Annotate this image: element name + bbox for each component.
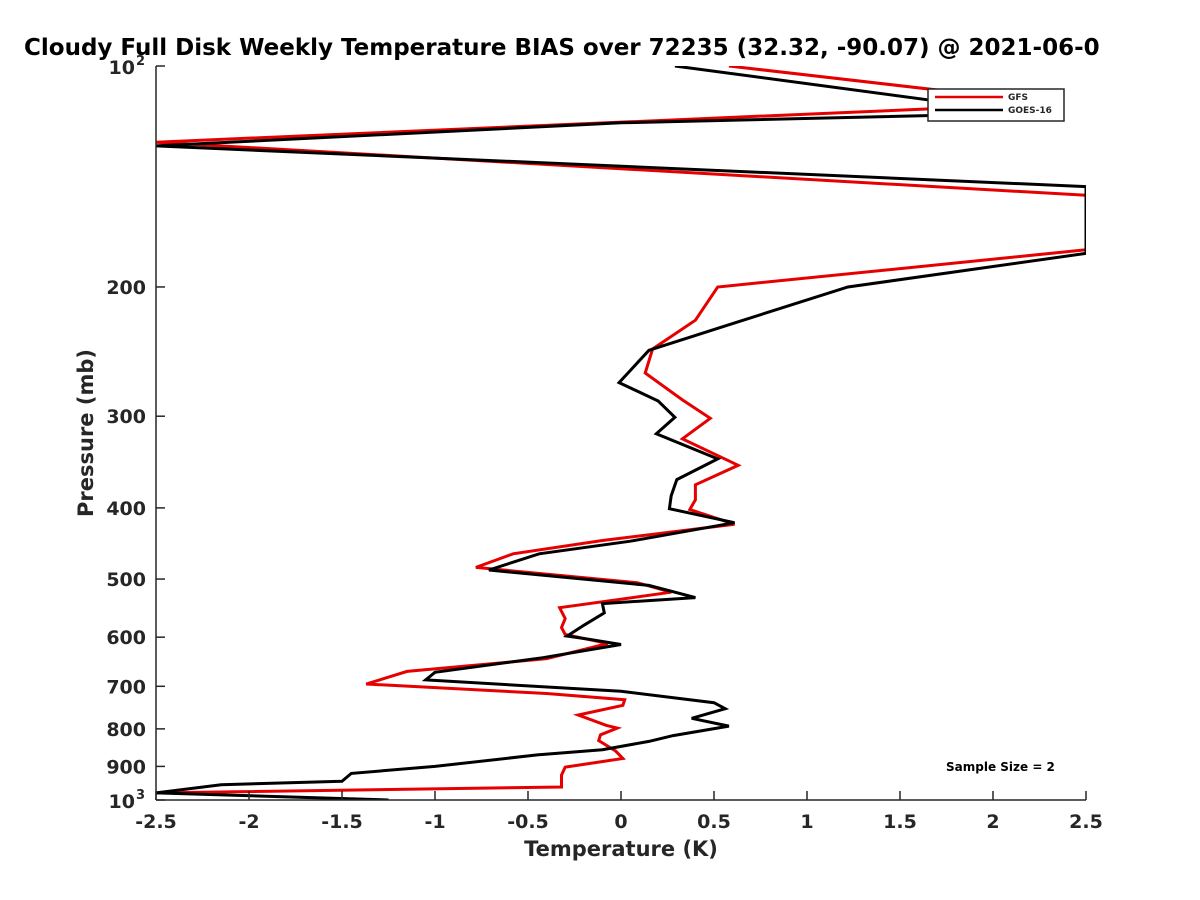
legend: GFS GOES-16 <box>927 88 1065 122</box>
x-tick-label: -0.5 <box>507 811 549 833</box>
x-tick-label: 1.5 <box>883 811 917 833</box>
x-tick-label: 2.5 <box>1069 811 1103 833</box>
x-tick-label: -2 <box>238 811 259 833</box>
series-line-gfs <box>156 66 1086 795</box>
legend-label-gfs: GFS <box>1008 93 1028 103</box>
y-tick-label: 10 <box>109 791 135 813</box>
series-layer <box>156 66 1086 800</box>
sample-size-annotation: Sample Size = 2 <box>946 760 1055 774</box>
y-tick-label: 700 <box>106 676 146 698</box>
x-tick-label: -2.5 <box>135 811 177 833</box>
y-axis-label: Pressure (mb) <box>74 349 98 517</box>
series-line-goes16 <box>156 66 1086 800</box>
y-tick-exponent: 3 <box>136 788 145 803</box>
x-tick-label: 1 <box>800 811 813 833</box>
x-tick-label: -1 <box>424 811 445 833</box>
x-tick-label: 0.5 <box>697 811 731 833</box>
y-tick-label: 10 <box>109 57 135 79</box>
y-tick-exponent: 2 <box>136 54 145 69</box>
x-tick-label: -1.5 <box>321 811 363 833</box>
x-ticks: -2.5 -2 -1.5 -1 -0.5 0 0.5 1 1.5 2 2.5 <box>135 791 1103 833</box>
legend-label-goes16: GOES-16 <box>1008 106 1052 116</box>
x-tick-label: 2 <box>986 811 999 833</box>
y-tick-label: 600 <box>106 627 146 649</box>
y-tick-label: 200 <box>106 277 146 299</box>
y-tick-label: 800 <box>106 719 146 741</box>
legend-box <box>927 88 1065 122</box>
y-tick-label: 500 <box>106 569 146 591</box>
y-tick-label: 300 <box>106 406 146 428</box>
chart-title: Cloudy Full Disk Weekly Temperature BIAS… <box>24 35 1100 61</box>
y-tick-label: 900 <box>106 756 146 778</box>
x-tick-label: 0 <box>614 811 627 833</box>
y-tick-label: 400 <box>106 498 146 520</box>
x-axis-label: Temperature (K) <box>524 837 718 861</box>
